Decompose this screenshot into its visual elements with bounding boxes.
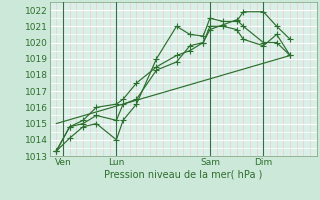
X-axis label: Pression niveau de la mer( hPa ): Pression niveau de la mer( hPa ) bbox=[104, 170, 262, 180]
